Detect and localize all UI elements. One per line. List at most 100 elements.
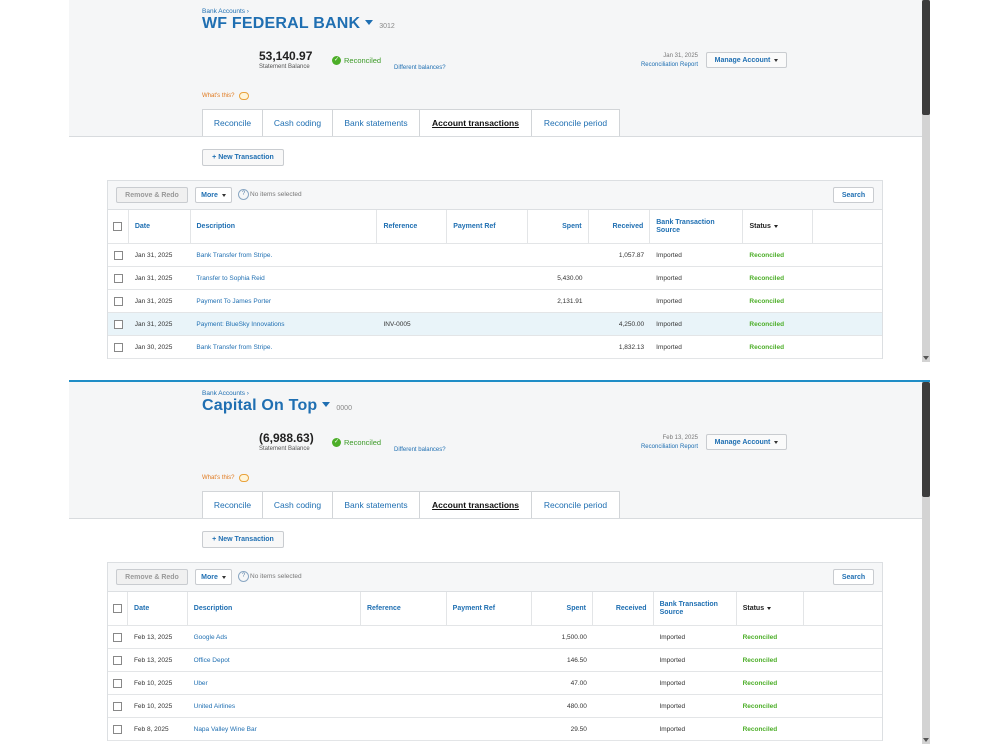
cell-description[interactable]: Payment To James Porter [196,297,272,305]
row-checkbox-cell[interactable] [108,695,128,717]
cell-description[interactable]: United Airlines [193,702,236,710]
select-all-checkbox[interactable] [108,210,129,243]
tab-cash-coding[interactable]: Cash coding [262,491,333,518]
row-checkbox-cell[interactable] [108,244,129,266]
reconciliation-report-link[interactable]: Reconciliation Report [640,444,698,450]
column-header-source[interactable]: Bank Transaction Source [650,210,744,243]
bank-account-name[interactable]: WF FEDERAL BANK [202,15,361,32]
tab-bank-statements[interactable]: Bank statements [332,109,420,136]
bank-account-name[interactable]: Capital On Top [202,397,318,414]
scrollbar[interactable] [922,0,930,362]
table-row[interactable]: Feb 13, 2025 Office Depot 146.50 Imported Re… [108,649,882,672]
table-row[interactable]: Feb 13, 2025 Google Ads 1,500.00 Imported Re… [108,626,882,649]
row-checkbox[interactable] [113,296,123,306]
account-title-row[interactable]: Capital On Top 0000 [202,397,352,415]
whats-this-link[interactable]: What's this? [202,474,249,482]
column-header-received[interactable]: Received [593,592,654,625]
row-checkbox-cell[interactable] [108,718,128,740]
table-row[interactable]: Jan 31, 2025 Bank Transfer from Stripe. 1,… [108,244,882,267]
search-button[interactable]: Search [833,187,874,203]
column-header-spent[interactable]: Spent [528,210,589,243]
tab-cash-coding[interactable]: Cash coding [262,109,333,136]
cell-description[interactable]: Bank Transfer from Stripe. [196,343,273,351]
column-header-description[interactable]: Description [188,592,361,625]
row-checkbox[interactable] [113,342,123,352]
table-row[interactable]: Feb 8, 2025 Napa Valley Wine Bar 29.50 Impo… [108,718,882,741]
tab-bank-statements[interactable]: Bank statements [332,491,420,518]
column-header-description[interactable]: Description [191,210,378,243]
table-row[interactable]: Jan 31, 2025 Transfer to Sophia Reid 5,430… [108,267,882,290]
checkbox[interactable] [113,222,123,231]
different-balances-link[interactable]: Different balances? [394,65,446,71]
tab-account-transactions[interactable]: Account transactions [419,109,532,136]
help-icon[interactable]: ? [238,571,249,582]
column-header-date[interactable]: Date [129,210,191,243]
column-header-status[interactable]: Status [743,210,814,243]
table-row[interactable]: Jan 31, 2025 Payment: BlueSky Innovations… [108,313,882,336]
row-checkbox[interactable] [113,655,123,665]
breadcrumb[interactable]: Bank Accounts › [202,8,249,15]
help-icon[interactable]: ? [238,189,249,200]
row-checkbox-cell[interactable] [108,626,128,648]
tab-reconcile-period[interactable]: Reconcile period [531,491,620,518]
column-header-spent[interactable]: Spent [532,592,593,625]
column-header-reference[interactable]: Reference [377,210,448,243]
account-dropdown-caret-icon[interactable] [322,402,331,407]
tab-reconcile[interactable]: Reconcile [202,109,263,136]
more-button[interactable]: More [195,569,232,585]
more-button[interactable]: More [195,187,232,203]
manage-account-button[interactable]: Manage Account [706,434,787,450]
checkbox[interactable] [113,604,123,613]
cell-description[interactable]: Payment: BlueSky Innovations [196,320,285,328]
account-title-row[interactable]: WF FEDERAL BANK 3012 [202,15,395,33]
row-checkbox-cell[interactable] [108,267,129,289]
reconciliation-report-link[interactable]: Reconciliation Report [640,62,698,68]
row-checkbox[interactable] [113,701,123,711]
row-checkbox[interactable] [113,678,123,688]
column-header-status[interactable]: Status [737,592,805,625]
cell-description[interactable]: Napa Valley Wine Bar [193,725,257,733]
select-all-checkbox[interactable] [108,592,129,625]
scrollbar[interactable] [922,382,930,744]
account-dropdown-caret-icon[interactable] [365,20,374,25]
cell-description[interactable]: Bank Transfer from Stripe. [196,251,273,259]
column-header-payment-ref[interactable]: Payment Ref [447,592,533,625]
whats-this-link[interactable]: What's this? [202,92,249,100]
column-header-date[interactable]: Date [128,592,188,625]
column-header-reference[interactable]: Reference [361,592,447,625]
row-checkbox-cell[interactable] [108,649,128,671]
new-transaction-button[interactable]: + New Transaction [202,531,284,548]
row-checkbox-cell[interactable] [108,672,128,694]
tab-reconcile-period[interactable]: Reconcile period [531,109,620,136]
table-row[interactable]: Feb 10, 2025 Uber 47.00 Imported Reconciled [108,672,882,695]
new-transaction-button[interactable]: + New Transaction [202,149,284,166]
table-row[interactable]: Feb 10, 2025 United Airlines 480.00 Importe… [108,695,882,718]
row-checkbox-cell[interactable] [108,313,129,335]
scroll-thumb[interactable] [922,0,930,115]
table-row[interactable]: Jan 30, 2025 Bank Transfer from Stripe. 1,… [108,336,882,359]
column-header-payment-ref[interactable]: Payment Ref [447,210,528,243]
row-checkbox[interactable] [113,632,123,642]
row-checkbox-cell[interactable] [108,290,129,312]
remove-redo-button[interactable]: Remove & Redo [116,187,188,203]
cell-description[interactable]: Uber [193,679,208,687]
search-button[interactable]: Search [833,569,874,585]
cell-description[interactable]: Transfer to Sophia Reid [196,274,265,282]
tab-account-transactions[interactable]: Account transactions [419,491,532,518]
scroll-thumb[interactable] [922,382,930,497]
row-checkbox[interactable] [113,724,123,734]
tab-reconcile[interactable]: Reconcile [202,491,263,518]
row-checkbox[interactable] [113,250,123,260]
row-checkbox[interactable] [113,319,123,329]
cell-description[interactable]: Office Depot [193,656,230,664]
cell-description[interactable]: Google Ads [193,633,228,641]
column-header-source[interactable]: Bank Transaction Source [654,592,737,625]
breadcrumb[interactable]: Bank Accounts › [202,390,249,397]
scroll-down-arrow-icon[interactable] [923,738,929,742]
manage-account-button[interactable]: Manage Account [706,52,787,68]
remove-redo-button[interactable]: Remove & Redo [116,569,188,585]
row-checkbox-cell[interactable] [108,336,129,358]
scroll-down-arrow-icon[interactable] [923,356,929,360]
table-row[interactable]: Jan 31, 2025 Payment To James Porter 2,131… [108,290,882,313]
column-header-received[interactable]: Received [589,210,651,243]
